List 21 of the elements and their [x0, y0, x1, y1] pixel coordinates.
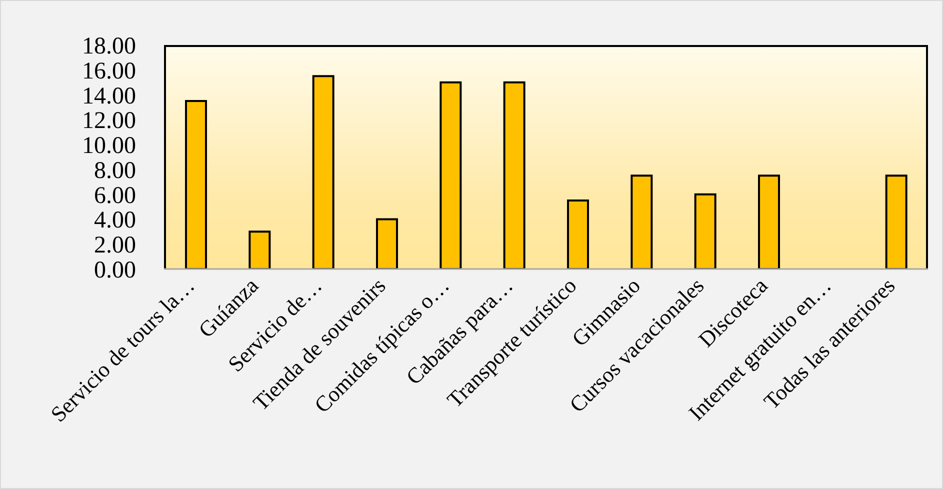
y-tick-label: 16.00 — [82, 58, 136, 84]
y-tick-label: 14.00 — [82, 83, 136, 110]
bar — [503, 81, 526, 269]
y-tick-label: 2.00 — [94, 232, 136, 259]
bar — [567, 200, 589, 269]
y-tick-label: 0.00 — [94, 258, 136, 284]
y-tick-label: 12.00 — [82, 108, 136, 134]
bar — [312, 75, 334, 269]
bar — [758, 174, 780, 269]
y-tick-label: 18.00 — [82, 34, 136, 60]
bar — [376, 218, 398, 269]
bar — [885, 174, 908, 269]
y-tick-label: 8.00 — [94, 158, 136, 184]
bar — [440, 81, 462, 269]
bar — [248, 230, 271, 269]
y-tick-label: 4.00 — [94, 208, 136, 234]
y-tick-label: 6.00 — [94, 182, 136, 209]
y-tick-label: 10.00 — [82, 133, 136, 160]
bar — [185, 100, 207, 269]
bar — [694, 193, 716, 269]
bar — [630, 174, 653, 269]
